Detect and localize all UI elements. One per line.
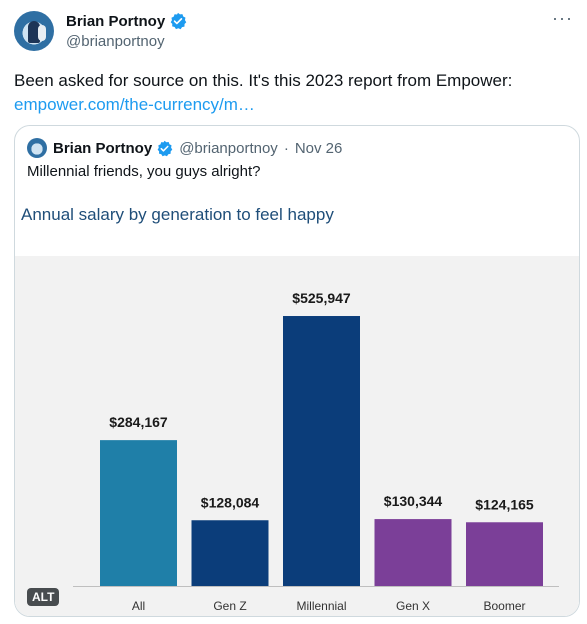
alt-badge[interactable]: ALT (27, 588, 60, 606)
data-label: $130,344 (384, 493, 443, 509)
chart-image[interactable]: Annual salary by generation to feel happ… (15, 196, 579, 616)
avatar-figure (28, 21, 40, 43)
tweet-body: Been asked for source on this. It's this… (14, 69, 574, 117)
x-tick-label: Boomer (483, 599, 525, 613)
author-row: Brian Portnoy (66, 12, 187, 30)
quoted-tweet[interactable]: Brian Portnoy @brianportnoy · Nov 26 Mil… (14, 125, 580, 617)
data-label: $124,165 (475, 496, 534, 512)
x-tick-label: All (132, 599, 145, 613)
bar-all (100, 440, 177, 586)
data-label: $525,947 (292, 290, 351, 306)
avatar-figure-detail (38, 25, 46, 41)
chart-title: Annual salary by generation to feel happ… (21, 205, 334, 224)
data-label: $284,167 (109, 414, 168, 430)
source-link[interactable]: empower.com/the-currency/m… (14, 95, 255, 114)
bar-chart: $284,167 All $128,084 Gen Z $525,947 Millenni… (73, 290, 559, 613)
bar-gen-z (191, 520, 269, 586)
quote-header: Brian Portnoy @brianportnoy · Nov 26 (27, 138, 342, 158)
verified-badge-icon (170, 12, 187, 30)
data-label: $128,084 (201, 494, 260, 510)
quote-author-handle[interactable]: @brianportnoy (179, 139, 278, 157)
quote-avatar[interactable] (27, 138, 47, 158)
author-handle[interactable]: @brianportnoy (66, 33, 165, 50)
avatar[interactable] (14, 11, 54, 51)
tweet-text: Been asked for source on this. It's this… (14, 71, 513, 90)
author-name[interactable]: Brian Portnoy (66, 12, 166, 30)
bar-gen-x (374, 519, 452, 586)
x-tick-label: Gen X (396, 599, 430, 613)
quote-date[interactable]: Nov 26 (294, 139, 343, 157)
x-tick-label: Gen Z (213, 599, 246, 613)
quote-text: Millennial friends, you guys alright? (27, 163, 261, 180)
bar-millennial (283, 316, 360, 586)
x-tick-label: Millennial (296, 599, 346, 613)
quote-author-name[interactable]: Brian Portnoy (53, 139, 153, 157)
more-icon[interactable]: ··· (552, 8, 573, 28)
verified-badge-icon (157, 140, 173, 156)
meta-separator: · (283, 139, 289, 157)
bar-boomer (466, 522, 543, 586)
